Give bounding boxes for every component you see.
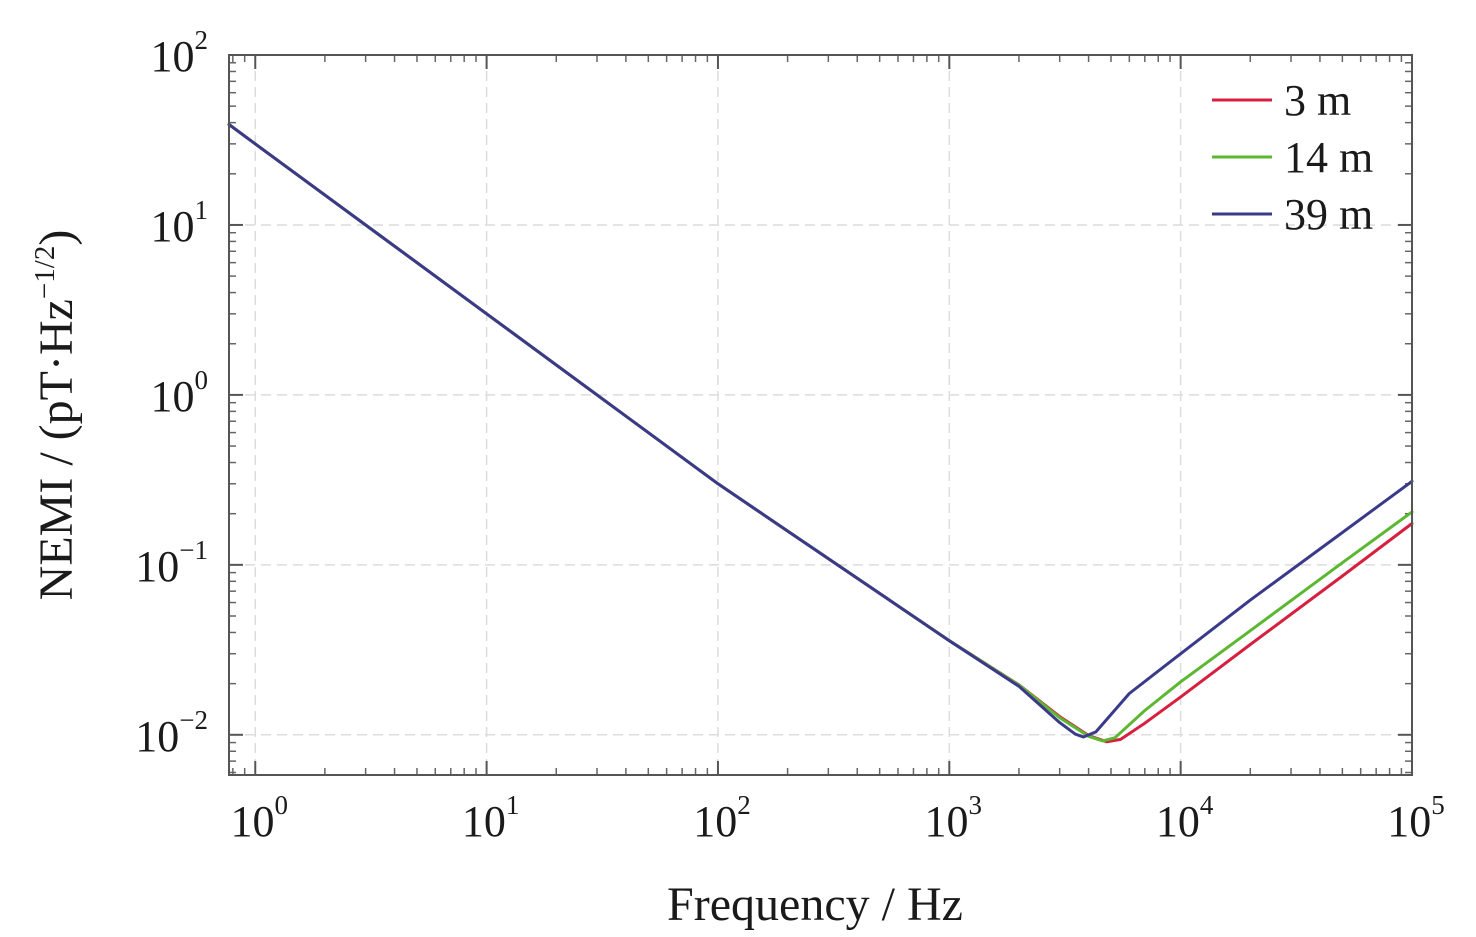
y-tick-label: 100 xyxy=(151,365,209,421)
legend-label-3-m: 3 m xyxy=(1284,76,1351,125)
x-tick-label-base: 10 xyxy=(693,797,737,846)
x-tick-label-base: 10 xyxy=(231,797,275,846)
x-tick-label-base: 10 xyxy=(1387,797,1431,846)
legend-label-39-m: 39 m xyxy=(1284,190,1373,239)
y-tick-label-exponent: 1 xyxy=(195,195,209,225)
plot-area xyxy=(229,55,1412,775)
y-axis-label-suffix: ) xyxy=(30,230,83,246)
x-tick-label: 105 xyxy=(1387,790,1445,846)
y-tick-label-exponent: 2 xyxy=(195,25,209,55)
x-tick-label-exponent: 3 xyxy=(969,790,983,820)
y-tick-label: 10−2 xyxy=(135,705,208,761)
y-tick-label-exponent: −2 xyxy=(179,705,208,735)
x-tick-labels: 100 101 102 103 104 105 xyxy=(231,790,1445,846)
x-tick-label-base: 10 xyxy=(462,797,506,846)
y-tick-label-exponent: −1 xyxy=(179,535,208,565)
x-tick-label-exponent: 1 xyxy=(506,790,520,820)
x-tick-label-base: 10 xyxy=(1156,797,1200,846)
y-tick-label: 102 xyxy=(151,25,209,81)
x-tick-label: 103 xyxy=(925,790,983,846)
series-line-39-m xyxy=(227,123,1414,739)
x-tick-label: 102 xyxy=(693,790,751,846)
x-tick-label-exponent: 4 xyxy=(1200,790,1214,820)
x-tick-label-exponent: 0 xyxy=(275,790,289,820)
grid-lines xyxy=(229,55,1412,775)
y-axis-label-prefix: NEMI / (pT·Hz xyxy=(30,299,83,600)
plot-frame xyxy=(228,54,1413,776)
legend-label-14-m: 14 m xyxy=(1284,133,1373,182)
y-axis-label-exponent: −1/2 xyxy=(29,246,61,299)
y-tick-label: 10−1 xyxy=(135,535,208,591)
legend: 3 m 14 m 39 m xyxy=(1212,76,1373,239)
x-tick-label-exponent: 2 xyxy=(737,790,751,820)
x-tick-label-exponent: 5 xyxy=(1431,790,1445,820)
series-lines xyxy=(227,123,1414,744)
x-tick-label: 104 xyxy=(1156,790,1214,846)
x-axis-label: Frequency / Hz xyxy=(667,878,963,931)
y-tick-label-exponent: 0 xyxy=(195,365,209,395)
y-tick-label-base: 10 xyxy=(151,202,195,251)
y-tick-label-base: 10 xyxy=(151,372,195,421)
y-tick-label: 101 xyxy=(151,195,209,251)
y-tick-label-base: 10 xyxy=(151,32,195,81)
x-tick-label: 101 xyxy=(462,790,520,846)
y-tick-label-base: 10 xyxy=(135,542,179,591)
y-axis-label: NEMI / (pT·Hz−1/2) xyxy=(29,230,83,601)
x-tick-label: 100 xyxy=(231,790,289,846)
x-tick-label-base: 10 xyxy=(925,797,969,846)
y-tick-label-base: 10 xyxy=(135,712,179,761)
